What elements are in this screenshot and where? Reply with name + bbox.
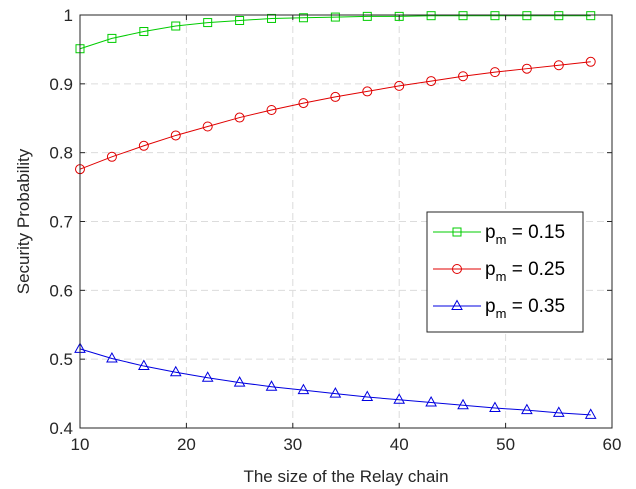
data-point <box>298 98 309 109</box>
data-point <box>489 67 500 78</box>
data-point <box>107 33 117 43</box>
data-point <box>265 380 278 391</box>
data-point <box>552 406 565 417</box>
legend-marker <box>451 299 463 310</box>
data-point <box>393 393 406 404</box>
series-line <box>79 61 591 170</box>
y-tick-label: 1 <box>64 6 73 25</box>
legend-label-value: = 0.25 <box>506 259 565 280</box>
data-point <box>202 121 213 132</box>
data-point <box>329 387 342 398</box>
data-point <box>585 56 596 67</box>
axis-ticks: 10 20 30 40 50 60 0.4 0.5 0.6 0.7 0.8 0.9 1 <box>49 6 621 454</box>
x-tick-label: 20 <box>177 435 196 454</box>
data-point <box>233 376 246 387</box>
data-point <box>169 365 182 377</box>
y-axis-label: Security Probability <box>14 148 33 294</box>
data-point <box>394 11 404 21</box>
legend-label: pm = 0.35 <box>485 296 565 321</box>
data-point <box>490 11 500 21</box>
y-tick-label: 0.8 <box>49 144 73 163</box>
data-point <box>266 104 277 115</box>
x-tick-label: 30 <box>283 435 302 454</box>
data-point <box>394 80 405 91</box>
legend-label-main: p <box>485 296 496 317</box>
x-tick-label: 60 <box>603 435 622 454</box>
y-tick-label: 0.4 <box>49 419 73 438</box>
series-2 <box>75 56 596 175</box>
legend-label-main: p <box>485 259 496 280</box>
data-point <box>553 60 564 71</box>
data-point <box>522 11 532 21</box>
data-point <box>235 16 245 26</box>
legend-marker <box>452 227 462 237</box>
legend-label-subscript: m <box>496 306 507 321</box>
data-point <box>458 11 468 21</box>
data-point <box>361 390 374 402</box>
legend-label-subscript: m <box>496 269 507 284</box>
data-point <box>137 359 150 371</box>
data-point <box>362 11 372 21</box>
data-point <box>234 112 245 123</box>
legend-label-subscript: m <box>496 232 507 247</box>
y-tick-label: 0.9 <box>49 75 73 94</box>
x-tick-label: 10 <box>71 435 90 454</box>
x-axis-label: The size of the Relay chain <box>243 467 448 486</box>
data-point <box>106 151 117 162</box>
data-point <box>170 130 181 141</box>
data-point <box>330 91 341 102</box>
data-point <box>203 18 213 28</box>
data-point <box>171 21 181 31</box>
data-point <box>521 63 532 74</box>
data-point <box>426 76 437 87</box>
data-point <box>139 27 149 37</box>
data-point <box>425 396 437 407</box>
data-point <box>267 13 277 23</box>
data-point <box>584 408 597 419</box>
data-point <box>106 351 118 363</box>
data-point <box>297 383 310 395</box>
legend-item: pm = 0.35 <box>433 296 565 321</box>
legend-label: pm = 0.25 <box>485 259 565 284</box>
data-point <box>201 371 214 382</box>
series-line <box>79 348 591 416</box>
data-point <box>554 11 564 21</box>
data-point <box>521 403 533 415</box>
x-tick-label: 40 <box>390 435 409 454</box>
data-point <box>457 398 469 410</box>
data-point <box>298 13 308 23</box>
legend-label: pm = 0.15 <box>485 222 565 247</box>
series-3 <box>74 342 597 419</box>
legend-label-value: = 0.15 <box>506 222 565 243</box>
y-tick-label: 0.7 <box>49 213 73 232</box>
data-point <box>138 140 149 151</box>
y-tick-label: 0.5 <box>49 350 73 369</box>
legend-marker <box>452 264 462 274</box>
data-point <box>362 86 373 97</box>
legend-item: pm = 0.15 <box>433 222 565 247</box>
x-tick-label: 50 <box>496 435 515 454</box>
y-tick-label: 0.6 <box>49 281 73 300</box>
data-point <box>330 12 340 22</box>
legend-label-value: = 0.35 <box>506 296 565 317</box>
data-point <box>586 11 596 21</box>
legend-item: pm = 0.25 <box>433 259 565 284</box>
legend-label-main: p <box>485 222 496 243</box>
data-point <box>489 401 501 413</box>
data-point <box>426 11 436 21</box>
data-point <box>458 71 469 82</box>
